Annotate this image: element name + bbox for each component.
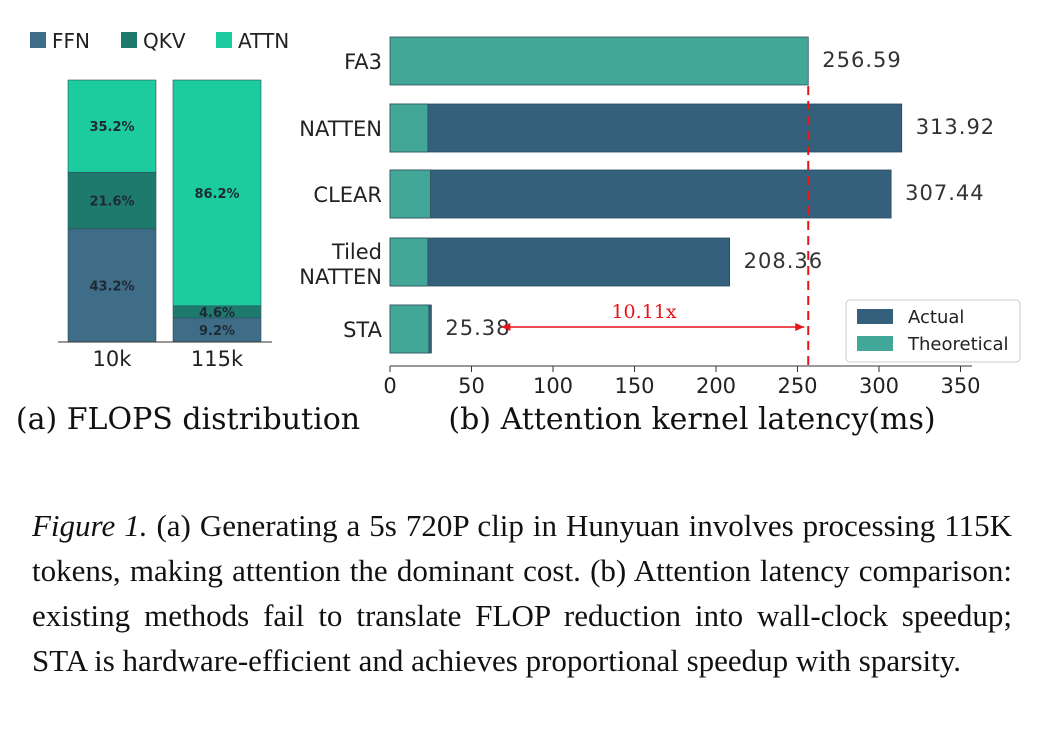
x-tick-label-250: 250 (777, 374, 817, 398)
y-tick-label-fa3: FA3 (344, 50, 382, 74)
x-tick-label-100: 100 (533, 374, 573, 398)
value-label-tiled-natten: 208.36 (744, 249, 823, 273)
bar-clear-actual (389, 169, 892, 219)
figure: FFN QKV ATTN 43.2% 21.6% 35.2% 10k 9.2% 4.6% 86.2… (16, 29, 1021, 437)
legend-swatch-attn (216, 32, 232, 48)
data-label-115k-attn: 86.2% (194, 187, 239, 202)
x-tick-label-150: 150 (614, 374, 654, 398)
data-label-10k-attn: 35.2% (89, 120, 134, 135)
y-tick-label-tiled-natten-line1: Tiled (331, 240, 382, 264)
bar-natten-theoretical (389, 103, 429, 153)
legend-label-theoretical: Theoretical (907, 334, 1009, 355)
x-tick-label-115k: 115k (191, 347, 244, 371)
caption-lead: Figure 1. (32, 508, 148, 543)
chart-a-title: (a) FLOPS distribution (16, 402, 360, 437)
y-tick-label-natten: NATTEN (299, 117, 382, 141)
bar-115k-ffn (172, 317, 262, 343)
value-label-sta: 25.38 (445, 316, 510, 340)
flops-distribution-chart: FFN QKV ATTN 43.2% 21.6% 35.2% 10k 9.2% 4.6% 86.2… (16, 29, 360, 437)
bar-natten-actual (389, 103, 903, 153)
legend-swatch-theoretical (857, 336, 893, 351)
speedup-annotation: 10.11x (611, 301, 676, 323)
speedup-arrow-right-head (795, 323, 805, 331)
y-tick-label-sta: STA (343, 318, 383, 342)
chart-b-title: (b) Attention kernel latency(ms) (448, 402, 935, 437)
value-label-natten: 313.92 (916, 115, 995, 139)
legend-label-attn: ATTN (238, 29, 289, 53)
x-tick-label-50: 50 (458, 374, 485, 398)
x-tick-label-0: 0 (383, 374, 396, 398)
legend-label-qkv: QKV (143, 29, 186, 53)
caption-text: (a) Generating a 5s 720P clip in Hunyuan… (32, 508, 1012, 678)
bar-115k-attn (172, 79, 262, 307)
bar-10k-qkv (67, 171, 157, 230)
value-label-fa3: 256.59 (822, 48, 901, 72)
bar-sta-theoretical (389, 304, 430, 354)
data-label-10k-ffn: 43.2% (89, 279, 134, 294)
value-label-clear: 307.44 (905, 181, 984, 205)
data-label-115k-ffn: 9.2% (199, 324, 235, 339)
legend-swatch-qkv (121, 32, 137, 48)
bar-10k-ffn (67, 228, 157, 343)
speedup-arrow-left-head (501, 323, 511, 331)
legend-label-actual: Actual (908, 307, 964, 328)
legend-swatch-ffn (30, 32, 46, 48)
data-label-10k-qkv: 21.6% (89, 195, 134, 210)
figure-caption: Figure 1. (a) Generating a 5s 720P clip … (32, 503, 1012, 683)
x-tick-label-300: 300 (859, 374, 899, 398)
bar-fa3-theoretical (389, 36, 809, 86)
bar-tiled-natten-theoretical (389, 237, 429, 287)
x-tick-label-200: 200 (696, 374, 736, 398)
x-tick-label-10k: 10k (93, 347, 133, 371)
bar-clear-theoretical (389, 169, 431, 219)
x-tick-label-350: 350 (940, 374, 980, 398)
bar-10k-attn (67, 79, 157, 173)
data-label-115k-qkv: 4.6% (199, 306, 235, 321)
legend-swatch-actual (857, 309, 893, 324)
y-tick-label-tiled-natten-line2: NATTEN (299, 265, 382, 289)
y-tick-label-clear: CLEAR (313, 183, 382, 207)
bar-tiled-natten-actual (389, 237, 731, 287)
legend-label-ffn: FFN (52, 29, 90, 53)
